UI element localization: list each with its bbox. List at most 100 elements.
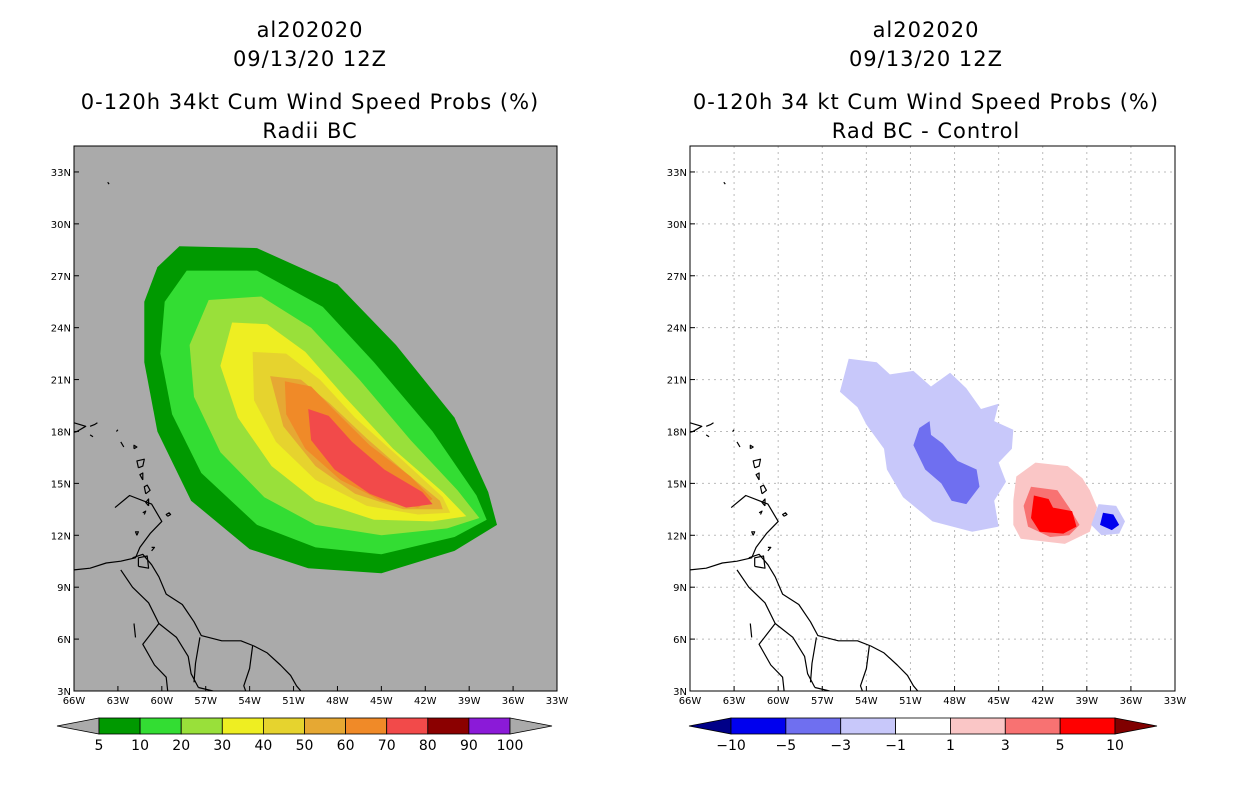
left-y-tick-label: 33N [51,168,71,179]
left-x-tick-label: 33W [546,696,569,707]
left-coastline [193,637,201,683]
right-colorbar-swatch [730,717,787,735]
right-coastline [690,494,779,571]
left-coastline [133,623,137,638]
left-colorbar-label: 40 [254,738,272,754]
right-x-tick-label: 48W [943,696,966,707]
left-coastline [139,472,144,481]
right-coastline [754,555,766,569]
right-contour-m3 [1100,512,1120,531]
left-x-tick-label: 60W [151,696,174,707]
right-datetime: 09/13/20 12Z [848,47,1004,71]
right-coastline [781,512,788,517]
right-y-tick-label: 18N [667,427,687,438]
left-x-tick-label: 42W [414,696,437,707]
right-x-tick-label: 63W [723,696,746,707]
right-coastline [732,429,735,432]
right-storm-id: al202020 [872,18,980,42]
right-coastline [809,637,817,683]
left-y-tick-label: 27N [51,272,71,283]
right-coastline [723,181,726,185]
right-y-tick-label: 24N [667,324,687,335]
right-colorbar-over [1114,717,1158,735]
right-colorbar-label: 5 [1056,738,1065,754]
left-x-tick-label: 39W [458,696,481,707]
right-colorbar-label: −10 [716,738,746,754]
left-coastline [133,444,138,450]
right-coastline [749,444,754,450]
left-colorbar-label: 80 [419,738,437,754]
right-colorbar-label: 1 [946,738,955,754]
right-coastline [755,472,760,481]
right-contour-5 [1031,495,1077,534]
right-y-tick-label: 9N [673,583,687,594]
right-coastline [859,645,870,691]
right-coastline [751,531,756,536]
right-plot-border [689,145,1176,692]
right-y-tick-label: 33N [667,168,687,179]
right-coastline [767,546,772,552]
right-colorbar-swatch [785,717,842,735]
right-y-tick-label: 15N [667,479,687,490]
right-y-tick-label: 6N [673,635,687,646]
left-x-tick-label: 54W [238,696,261,707]
left-coastline [143,484,151,495]
left-x-tick-label: 57W [194,696,217,707]
left-colorbar-label: 60 [337,738,355,754]
left-coastline [89,434,94,438]
left-coastline [158,623,199,688]
left-coastline [136,458,145,469]
left-plot-border [73,145,558,692]
left-x-tick-label: 51W [282,696,305,707]
right-coastline [752,458,762,469]
right-x-tick-label: 54W [855,696,878,707]
left-coastline [115,429,119,432]
left-coastline [120,569,169,691]
left-y-tick-label: 3N [57,687,71,698]
right-chart-subtitle: Rad BC - Control [831,119,1021,143]
right-x-tick-label: 45W [987,696,1010,707]
left-coastline [134,531,139,536]
left-plot-content [74,181,498,691]
right-coastline [758,510,763,515]
right-x-tick-label: 60W [767,696,790,707]
right-coastline [736,569,785,691]
left-coastline [137,555,150,569]
left-coastline [145,498,150,507]
left-colorbar-over [509,717,553,735]
right-x-tick-label: 66W [679,696,702,707]
right-y-tick-label: 27N [667,272,687,283]
right-x-tick-label: 33W [1164,696,1187,707]
right-coastline [749,623,753,638]
left-colorbar-label: 10 [131,738,149,754]
left-coastline [165,512,172,517]
right-colorbar-swatch [1059,717,1116,735]
right-y-tick-label: 12N [667,531,687,542]
left-y-tick-label: 24N [51,324,71,335]
right-coastline [774,623,816,688]
right-y-tick-label: 3N [673,687,687,698]
right-colorbar: −10 −5 −3 −1 1 3 5 10 [688,717,1158,754]
right-contour-m3 [913,421,980,505]
left-x-tick-label: 36W [502,696,525,707]
right-colorbar-under [688,717,732,735]
left-chart-subtitle: Radii BC [262,119,358,143]
left-chart-title: 0-120h 34kt Cum Wind Speed Probs (%) [80,90,540,114]
left-colorbar-label: 30 [213,738,231,754]
right-colorbar-swatch [840,717,896,735]
left-title-block: al202020 09/13/20 12Z 0-120h 34kt Cum Wi… [60,16,560,146]
left-colorbar-label: 100 [497,738,524,754]
right-coastline [705,434,710,438]
right-chart-title: 0-120h 34 kt Cum Wind Speed Probs (%) [692,90,1160,114]
left-y-tick-label: 21N [51,376,71,387]
right-coastline [705,422,714,427]
right-colorbar-label: 3 [1001,738,1010,754]
left-y-tick-label: 18N [51,427,71,438]
left-contour-70 [308,409,433,508]
right-colorbar-label: −3 [830,738,851,754]
right-title-block: al202020 09/13/20 12Z 0-120h 34 kt Cum W… [676,16,1176,146]
left-x-tick-label: 48W [326,696,349,707]
left-contour-60 [284,381,433,508]
